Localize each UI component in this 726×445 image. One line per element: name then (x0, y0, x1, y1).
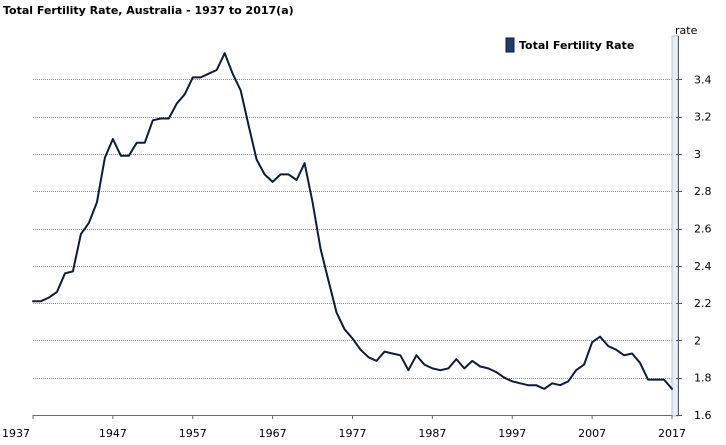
y-tick-label: 3.4 (694, 73, 712, 86)
y-tick-label: 2.6 (694, 223, 712, 236)
legend: Total Fertility Rate (505, 37, 634, 53)
legend-swatch (505, 37, 515, 53)
x-tick-label: 1937 (2, 427, 30, 440)
y-tick-label: 1.8 (694, 372, 712, 385)
series-line-total-fertility-rate (32, 52, 673, 390)
y-tick-label: 2.8 (694, 185, 712, 198)
series-layer (32, 52, 673, 390)
y-tick-label: 1.6 (694, 409, 712, 422)
y-axis-track (671, 35, 679, 417)
chart-title: Total Fertility Rate, Australia - 1937 t… (3, 4, 294, 17)
y-tick-label: 3 (694, 148, 701, 161)
x-tick-label: 1987 (418, 427, 446, 440)
y-tick-label: 2.2 (694, 297, 712, 310)
y-axis-bar (671, 35, 682, 417)
x-tick-label: 1977 (339, 427, 367, 440)
x-tick-label: 1997 (498, 427, 526, 440)
y-tick-label: 3.2 (694, 111, 712, 124)
x-tick-labels: 1937 1947 1957 1967 1977 1987 1997 2007 2017 (2, 415, 686, 440)
grid-lines (33, 79, 672, 416)
y-tick-label: 2 (694, 334, 701, 347)
y-axis-label: rate (675, 24, 698, 37)
x-tick-label: 2017 (658, 427, 686, 440)
x-tick-label: 2007 (578, 427, 606, 440)
x-tick-label: 1947 (99, 427, 127, 440)
y-tick-labels: 1.6 1.8 2 2.2 2.4 2.6 2.8 3 3.2 3.4 (694, 73, 712, 422)
legend-label: Total Fertility Rate (519, 39, 634, 52)
x-tick-label: 1967 (259, 427, 287, 440)
x-tick-label: 1957 (179, 427, 207, 440)
y-tick-label: 2.4 (694, 260, 712, 273)
